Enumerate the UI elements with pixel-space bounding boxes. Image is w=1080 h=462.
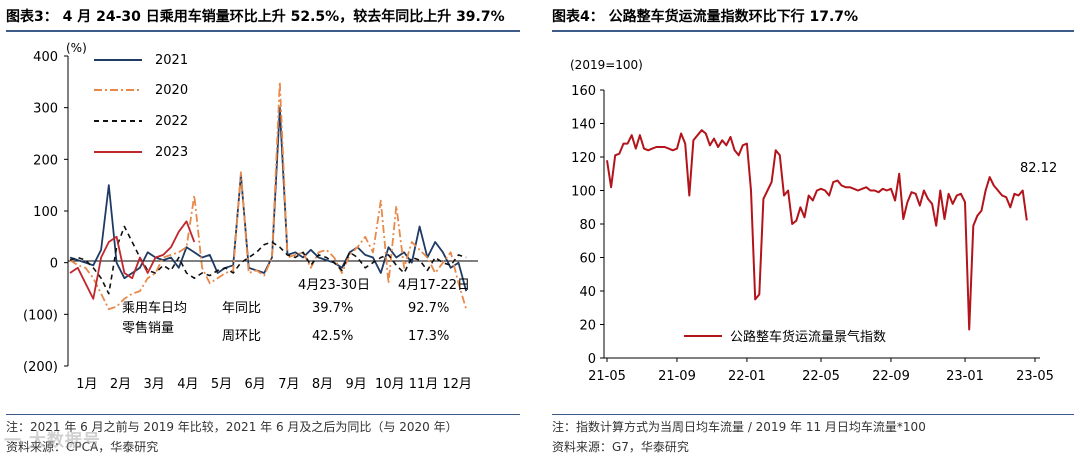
left-series-line-2021 bbox=[69, 106, 468, 292]
left-ytick-label: 300 bbox=[33, 102, 58, 117]
left-annotation-table: 4月23-30日 4月17-22日 乘用车日均 零售销量 年同比 周环比 39.… bbox=[122, 278, 470, 344]
right-series-line-freight bbox=[606, 129, 1028, 331]
left-chart: (%) (200) (100) 0 100 200 300 400 1月 2月 3月 4月 5月 6月… bbox=[23, 41, 478, 392]
right-ytick-label: 0 bbox=[588, 352, 596, 367]
right-xtick-label: 22-05 bbox=[802, 369, 840, 384]
left-xtick-label: 3月 bbox=[144, 377, 165, 392]
left-xtick-label: 11月 bbox=[409, 377, 439, 392]
right-ytick-label: 100 bbox=[571, 185, 596, 200]
annotation-mom2: 17.3% bbox=[408, 329, 449, 344]
legend-label-2023: 2023 bbox=[155, 145, 188, 160]
annotation-mom-label: 周环比 bbox=[222, 329, 261, 344]
right-ytick-label: 60 bbox=[579, 252, 596, 267]
annotation-mom1: 42.5% bbox=[312, 329, 353, 344]
left-ytick-label: 0 bbox=[50, 257, 58, 272]
legend-label-freight: 公路整车货运流量景气指数 bbox=[730, 329, 886, 345]
legend-label-2021: 2021 bbox=[155, 53, 188, 68]
right-footer-rule bbox=[552, 414, 1074, 415]
left-ytick-label: 100 bbox=[33, 205, 58, 220]
left-xtick-label: 5月 bbox=[211, 377, 232, 392]
annotation-label-line1: 乘用车日均 bbox=[122, 300, 187, 316]
right-ytick-label: 80 bbox=[579, 218, 596, 233]
right-chart: (2019=100) 0 20 40 60 80 100 120 140 160 21-05 21… bbox=[570, 58, 1057, 384]
left-source: 资料来源：CPCA，华泰研究 bbox=[6, 440, 159, 454]
annotation-period2: 4月17-22日 bbox=[398, 278, 470, 293]
left-xtick-label: 8月 bbox=[312, 377, 333, 392]
right-chart-title: 图表4： 公路整车货运流量指数环比下行 17.7% bbox=[552, 9, 859, 25]
left-xtick-label: 1月 bbox=[76, 377, 97, 392]
left-ylabel: (%) bbox=[66, 41, 87, 55]
left-ytick-label: (200) bbox=[23, 360, 58, 375]
right-source: 资料来源：G7，华泰研究 bbox=[552, 440, 689, 454]
left-xtick-label: 4月 bbox=[177, 377, 198, 392]
left-footer-rule bbox=[6, 414, 520, 415]
right-ytick-label: 20 bbox=[579, 319, 596, 334]
left-series-line-2020 bbox=[69, 80, 468, 311]
right-xtick-label: 23-01 bbox=[946, 369, 984, 384]
right-xtick-label: 21-05 bbox=[588, 369, 626, 384]
left-ytick-label: (100) bbox=[23, 308, 58, 323]
left-chart-title: 图表3： 4 月 24-30 日乘用车销量环比上升 52.5%，较去年同比上升 … bbox=[6, 9, 505, 25]
right-title-rule bbox=[552, 30, 1074, 32]
legend-label-2022: 2022 bbox=[155, 114, 188, 129]
annotation-yoy2: 92.7% bbox=[408, 301, 449, 316]
right-ytick-label: 140 bbox=[571, 118, 596, 133]
right-ytick-label: 160 bbox=[571, 84, 596, 99]
left-note: 注：2021 年 6 月之前与 2019 年比较，2021 年 6 月及之后为同… bbox=[6, 420, 458, 434]
left-series-line-2022 bbox=[69, 225, 467, 295]
left-xtick-label: 2月 bbox=[110, 377, 131, 392]
left-ytick-label: 200 bbox=[33, 153, 58, 168]
right-xtick-label: 21-09 bbox=[658, 369, 696, 384]
right-ytick-label: 120 bbox=[571, 151, 596, 166]
left-xtick-label: 12月 bbox=[442, 377, 472, 392]
annotation-label-line2: 零售销量 bbox=[122, 320, 174, 336]
right-ytick-label: 40 bbox=[579, 285, 596, 300]
left-xtick-label: 7月 bbox=[278, 377, 299, 392]
annotation-period1: 4月23-30日 bbox=[298, 278, 370, 293]
right-legend: 公路整车货运流量景气指数 bbox=[684, 329, 886, 345]
left-xtick-label: 10月 bbox=[375, 377, 405, 392]
annotation-yoy1: 39.7% bbox=[312, 301, 353, 316]
right-note: 注：指数计算方式为当周日均车流量 / 2019 年 11 月日均车流量*100 bbox=[552, 420, 926, 434]
left-legend: 2021 2020 2022 2023 bbox=[94, 53, 188, 160]
annotation-yoy-label: 年同比 bbox=[222, 301, 261, 316]
left-ytick-label: 400 bbox=[33, 50, 58, 65]
watermark: 一 大数据号 bbox=[4, 431, 101, 451]
right-ylabel: (2019=100) bbox=[570, 58, 643, 72]
left-series-line-2023 bbox=[69, 220, 196, 300]
right-xtick-label: 23-05 bbox=[1016, 369, 1054, 384]
left-xtick-label: 6月 bbox=[245, 377, 266, 392]
right-xtick-label: 22-09 bbox=[872, 369, 910, 384]
legend-label-2020: 2020 bbox=[155, 83, 188, 98]
right-last-value-label: 82.12 bbox=[1020, 161, 1057, 176]
left-xtick-label: 9月 bbox=[346, 377, 367, 392]
right-xtick-label: 22-01 bbox=[728, 369, 766, 384]
left-title-rule bbox=[6, 30, 520, 32]
